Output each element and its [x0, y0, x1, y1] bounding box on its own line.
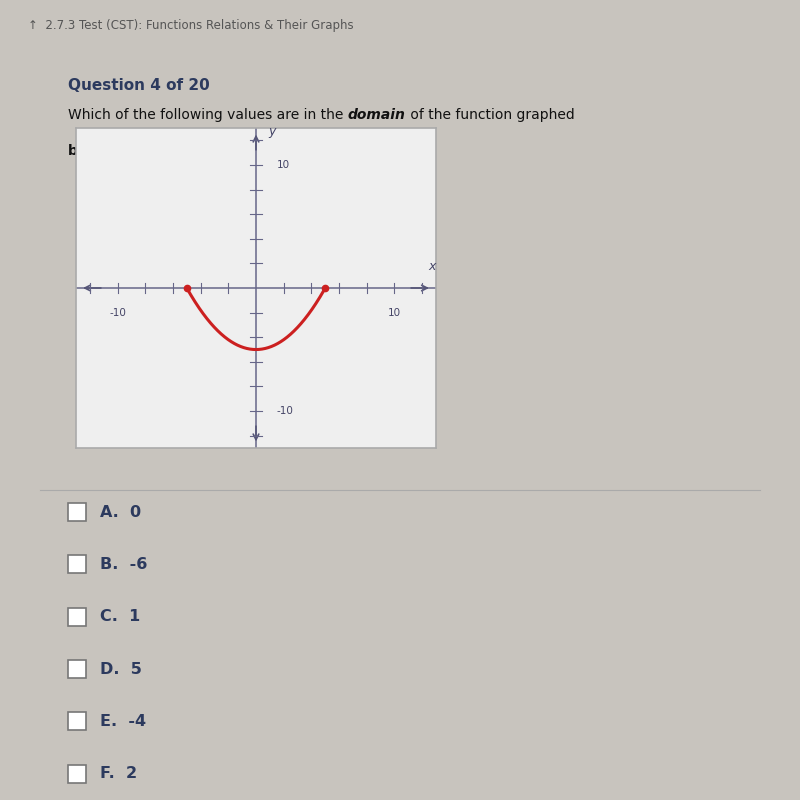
FancyBboxPatch shape — [68, 503, 86, 521]
Text: A.  0: A. 0 — [100, 505, 141, 519]
Text: ↑  2.7.3 Test (CST): Functions Relations & Their Graphs: ↑ 2.7.3 Test (CST): Functions Relations … — [28, 19, 354, 33]
Text: Question 4 of 20: Question 4 of 20 — [68, 78, 210, 93]
Text: C.  1: C. 1 — [100, 610, 140, 624]
Text: of the function graphed: of the function graphed — [406, 108, 574, 122]
FancyBboxPatch shape — [68, 713, 86, 730]
FancyBboxPatch shape — [68, 765, 86, 782]
Text: 10: 10 — [277, 160, 290, 170]
FancyBboxPatch shape — [68, 608, 86, 626]
Text: Which of the following values are in the: Which of the following values are in the — [68, 108, 348, 122]
Text: -10: -10 — [109, 308, 126, 318]
Text: D.  5: D. 5 — [100, 662, 142, 677]
Text: F.  2: F. 2 — [100, 766, 137, 782]
Text: y: y — [269, 126, 276, 138]
Text: domain: domain — [348, 108, 406, 122]
FancyBboxPatch shape — [68, 555, 86, 574]
Text: below? Check all that apply.: below? Check all that apply. — [68, 144, 287, 158]
Text: -10: -10 — [277, 406, 294, 416]
Text: E.  -4: E. -4 — [100, 714, 146, 729]
Text: B.  -6: B. -6 — [100, 557, 147, 572]
Text: 10: 10 — [388, 308, 401, 318]
FancyBboxPatch shape — [68, 660, 86, 678]
Text: x: x — [428, 259, 435, 273]
